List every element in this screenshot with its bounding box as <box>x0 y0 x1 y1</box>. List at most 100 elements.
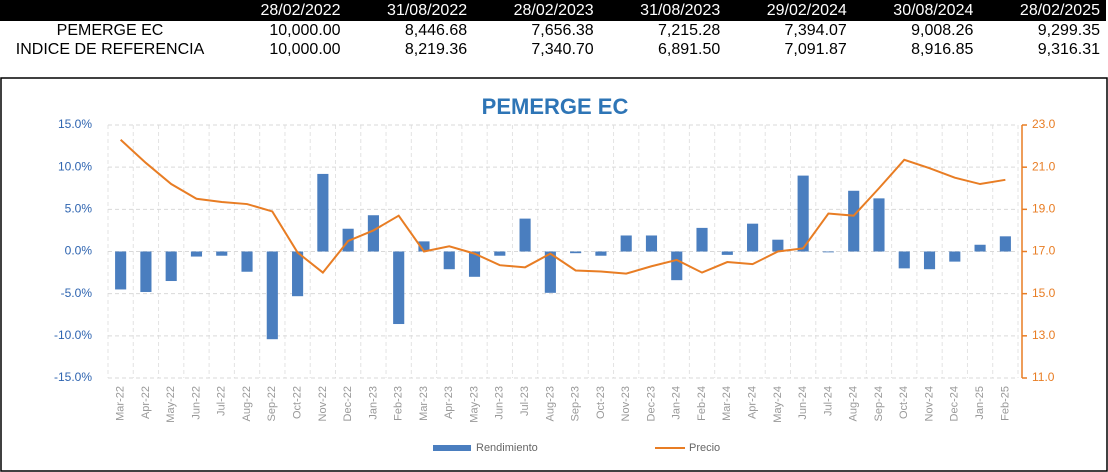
x-tick-label: Nov-23 <box>620 386 632 421</box>
value-cell: 8,446.68 <box>404 22 468 39</box>
bar <box>140 251 152 292</box>
x-tick-label: Dec-24 <box>949 386 961 421</box>
value-cell: 7,340.70 <box>531 41 594 58</box>
value-cell: 7,394.07 <box>784 22 847 39</box>
bar <box>898 251 910 269</box>
bar <box>873 198 885 252</box>
y-tick-label: -5.0% <box>61 286 93 300</box>
x-tick-label: Jul-24 <box>822 386 834 416</box>
bar <box>418 241 430 252</box>
x-tick-label: Dec-23 <box>645 386 657 421</box>
x-tick-label: Aug-23 <box>544 386 556 421</box>
row-label: INDICE DE REFERENCIA <box>15 41 205 58</box>
header-cell: 28/02/2022 <box>220 0 347 21</box>
x-tick-label: Jan-25 <box>974 386 986 420</box>
x-tick-label: Dec-22 <box>342 386 354 421</box>
chart-title: PEMERGE EC <box>482 94 629 119</box>
x-tick-label: Sep-23 <box>570 386 582 421</box>
x-tick-label: Mar-22 <box>115 386 127 421</box>
x-tick-label: Feb-25 <box>999 386 1011 421</box>
x-tick-label: May-22 <box>165 386 177 423</box>
y2-tick-label: 17.0 <box>1032 244 1056 258</box>
bar <box>696 227 708 252</box>
bar <box>115 251 127 290</box>
bar <box>190 251 203 257</box>
x-tick-label: Feb-24 <box>696 386 708 421</box>
bar <box>468 251 481 277</box>
value-cell: 9,316.31 <box>1037 41 1100 58</box>
bar <box>721 251 733 255</box>
value-cell: 7,215.28 <box>657 22 721 39</box>
value-cell: 10,000.00 <box>269 22 341 39</box>
bar <box>165 251 177 282</box>
bar <box>772 239 784 252</box>
table-row: PEMERGE EC 10,000.00 8,446.68 7,656.38 7,215… <box>0 21 1106 40</box>
legend-label: Rendimiento <box>476 442 538 454</box>
row-label: PEMERGE EC <box>56 22 164 39</box>
value-cell: 10,000.00 <box>269 41 341 58</box>
line <box>119 139 1006 275</box>
bar <box>241 251 253 272</box>
x-tick-label: Apr-23 <box>443 386 455 419</box>
header-cell: 29/02/2024 <box>726 0 853 21</box>
bar <box>797 175 809 252</box>
header-cell: 31/08/2023 <box>599 0 727 21</box>
x-tick-label: Jul-22 <box>216 386 228 416</box>
bar <box>570 251 582 254</box>
x-tick-label: Aug-22 <box>241 386 253 421</box>
bar <box>999 236 1011 252</box>
bar <box>317 173 329 252</box>
table-row: INDICE DE REFERENCIA 10,000.00 8,219.36 7,3… <box>0 40 1106 59</box>
header-row: 28/02/2022 31/08/2022 28/02/2023 31/08/2023… <box>0 0 1106 21</box>
header-cell: 30/08/2024 <box>852 0 980 21</box>
legend-swatch <box>433 445 471 451</box>
header-cell: 28/02/2023 <box>473 0 600 21</box>
bar <box>266 251 278 340</box>
bar <box>443 251 455 270</box>
value-cell: 8,219.36 <box>404 41 468 58</box>
x-tick-label: Mar-23 <box>418 386 430 421</box>
x-tick-label: Oct-22 <box>291 386 303 419</box>
bar <box>747 223 759 252</box>
summary-table: 28/02/2022 31/08/2022 28/02/2023 31/08/2023… <box>0 0 1106 59</box>
x-tick-label: Jan-23 <box>367 386 379 420</box>
x-tick-label: Jan-24 <box>671 386 683 420</box>
x-tick-label: Jul-23 <box>519 386 531 416</box>
value-cell: 6,891.50 <box>657 41 721 58</box>
bar <box>671 251 683 281</box>
x-tick-label: Aug-24 <box>848 386 860 421</box>
bar <box>949 251 961 262</box>
value-cell: 7,656.38 <box>531 22 594 39</box>
header-cell: 28/02/2025 <box>979 0 1106 21</box>
x-tick-label: May-23 <box>468 386 480 423</box>
x-tick-label: Oct-24 <box>898 386 910 419</box>
y2-tick-label: 21.0 <box>1032 159 1056 173</box>
y2-tick-label: 11.0 <box>1032 370 1055 384</box>
bar <box>544 251 556 293</box>
x-tick-label: May-24 <box>772 386 784 423</box>
bar <box>620 235 632 252</box>
y-tick-label: 5.0% <box>65 202 93 216</box>
bar <box>367 215 379 252</box>
bar <box>216 251 228 256</box>
value-cell: 8,916.85 <box>911 41 974 58</box>
x-tick-label: Mar-24 <box>721 386 733 421</box>
bar <box>393 251 405 325</box>
x-tick-label: Sep-24 <box>873 386 885 421</box>
y2-tick-label: 23.0 <box>1032 117 1056 131</box>
y2-tick-label: 15.0 <box>1032 286 1056 300</box>
x-tick-label: Jun-24 <box>797 386 809 420</box>
y2-tick-label: 13.0 <box>1032 328 1056 342</box>
bar <box>519 218 531 252</box>
bar <box>595 251 607 256</box>
x-tick-label: Jun-22 <box>190 386 202 420</box>
bar <box>645 235 658 252</box>
bar <box>292 251 304 297</box>
value-cell: 7,091.87 <box>784 41 847 58</box>
y-tick-label: 0.0% <box>65 244 93 258</box>
header-cell <box>0 0 220 21</box>
chart-frame <box>0 77 1108 472</box>
bar <box>974 244 986 252</box>
